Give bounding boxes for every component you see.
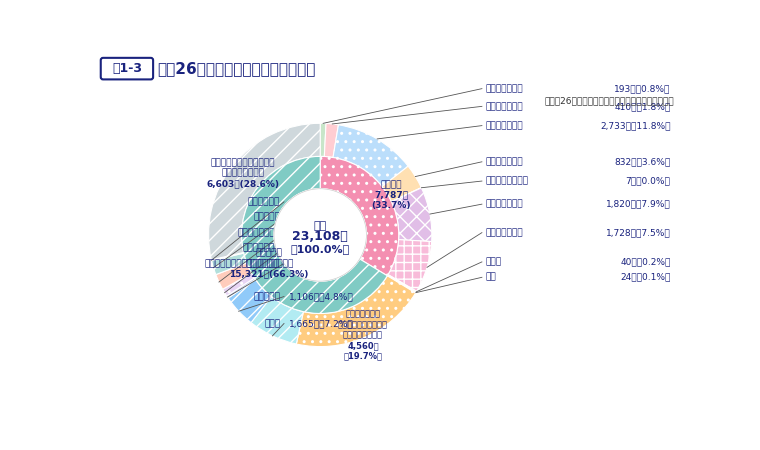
Wedge shape (391, 188, 432, 242)
Text: 24人（0.1%）: 24人（0.1%） (620, 273, 670, 282)
Text: 専門職（大卒）: 専門職（大卒） (486, 200, 524, 209)
Text: 医療職・福祉職: 医療職・福祉職 (242, 243, 280, 252)
Text: 2,733人（11.8%）: 2,733人（11.8%） (600, 121, 670, 130)
Text: 一般職（社会人）: 一般職（社会人） (486, 176, 529, 185)
Text: 専門職（高卒）: 専門職（高卒） (486, 228, 524, 237)
Text: 1,106人（4.8%）: 1,106人（4.8%） (290, 292, 354, 301)
Wedge shape (208, 123, 320, 260)
Wedge shape (251, 297, 303, 344)
Text: 533人（2.3%）: 533人（2.3%） (290, 228, 346, 237)
Wedge shape (388, 274, 416, 292)
Text: 任期付職員: 任期付職員 (253, 213, 280, 222)
Wedge shape (228, 279, 271, 323)
Text: その他の選考採用: その他の選考採用 (237, 228, 280, 237)
Text: 特定独立行政法人における
その他の選考採用
6,603人(28.6%): 特定独立行政法人における その他の選考採用 6,603人(28.6%) (206, 158, 280, 188)
Wedge shape (296, 276, 416, 346)
Text: 7人（0.0%）: 7人（0.0%） (625, 176, 670, 185)
Wedge shape (382, 166, 421, 202)
Text: 再任用: 再任用 (264, 319, 280, 328)
Wedge shape (216, 263, 252, 289)
Text: 試験採用
7,787人
(33.7%): 試験採用 7,787人 (33.7%) (372, 180, 411, 210)
Text: 1,820人（7.9%）: 1,820人（7.9%） (606, 200, 670, 209)
Wedge shape (226, 278, 255, 298)
Text: 平成26年度における職員の採用状況: 平成26年度における職員の採用状況 (157, 61, 315, 76)
Text: 410人（1.8%）: 410人（1.8%） (614, 102, 670, 111)
Text: 193人（0.8%）: 193人（0.8%） (614, 84, 670, 93)
Text: 832人（3.6%）: 832人（3.6%） (614, 158, 670, 166)
Text: 一般職（大卒）: 一般職（大卒） (486, 121, 524, 130)
Text: 259人（1.1%）: 259人（1.1%） (290, 243, 346, 252)
Text: 40人（0.2%）: 40人（0.2%） (620, 257, 670, 266)
Text: 人事交流による
特別職・地方公務員・
公庫等からの採用
4,560人
（19.7%）: 人事交流による 特別職・地方公務員・ 公庫等からの採用 4,560人 （19.7… (338, 310, 388, 360)
Text: 経験者: 経験者 (486, 257, 502, 266)
Text: 1,728人（7.5%）: 1,728人（7.5%） (606, 228, 670, 237)
Text: １種: １種 (486, 273, 496, 282)
Text: 技能・労務職（行政職（二））: 技能・労務職（行政職（二）） (205, 259, 280, 268)
Wedge shape (211, 252, 244, 261)
Text: 任期付採用: 任期付採用 (253, 292, 280, 301)
Wedge shape (333, 125, 408, 187)
Text: 一般職（高卒）: 一般職（高卒） (486, 158, 524, 166)
Text: 選考採用等
試験採用以外の採用
15,321人(66.3%): 選考採用等 試験採用以外の採用 15,321人(66.3%) (230, 249, 309, 279)
Text: 1,665人（7.2%）: 1,665人（7.2%） (290, 319, 354, 328)
Text: 任期付研究員: 任期付研究員 (248, 198, 280, 207)
Wedge shape (325, 123, 338, 158)
Text: （100.0%）: （100.0%） (290, 244, 350, 254)
Wedge shape (242, 157, 388, 314)
Wedge shape (211, 253, 247, 274)
Text: 31人（0.1%）: 31人（0.1%） (290, 198, 340, 207)
Text: 23,108人: 23,108人 (293, 230, 348, 243)
Text: 478人（2.1%）: 478人（2.1%） (290, 213, 346, 222)
Wedge shape (320, 123, 326, 157)
Text: 総数: 総数 (314, 220, 327, 231)
Text: （平成26年度一般職の国家公務員の任用状況調査）: （平成26年度一般職の国家公務員の任用状況調査） (545, 96, 674, 105)
Wedge shape (223, 273, 255, 296)
Circle shape (274, 189, 366, 281)
FancyBboxPatch shape (101, 58, 153, 79)
Text: 総合職（院卒）: 総合職（院卒） (486, 84, 524, 93)
Wedge shape (388, 239, 432, 291)
Text: 図1-3: 図1-3 (112, 62, 142, 75)
Text: 86人（0.4%）: 86人（0.4%） (290, 259, 340, 268)
Wedge shape (320, 157, 399, 276)
Text: 総合職（大卒）: 総合職（大卒） (486, 102, 524, 111)
Wedge shape (388, 275, 416, 293)
Wedge shape (391, 188, 422, 202)
